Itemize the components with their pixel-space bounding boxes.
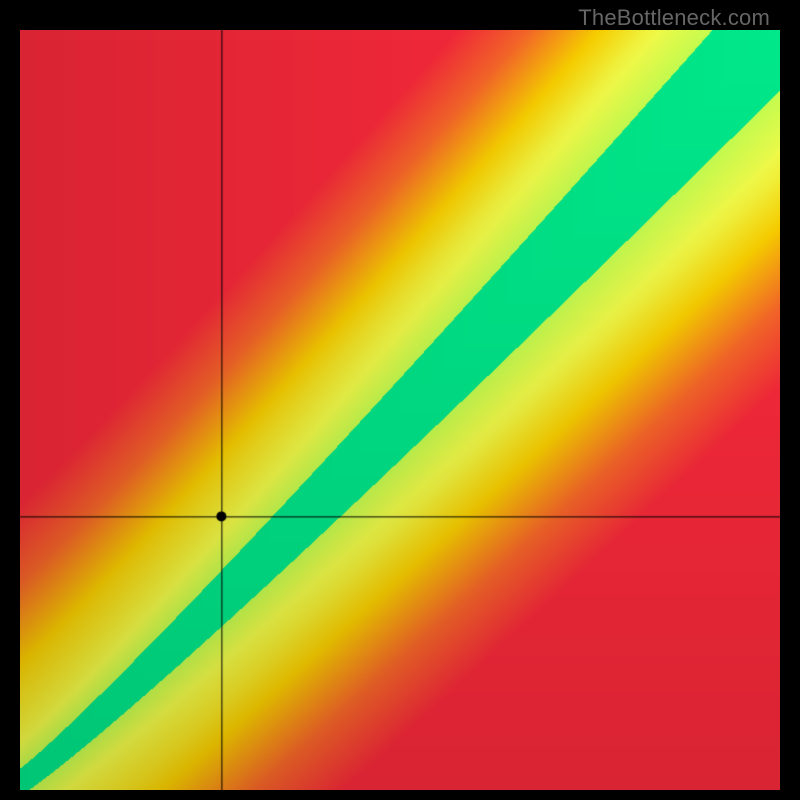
plot-area [20, 30, 780, 790]
chart-container: TheBottleneck.com [0, 0, 800, 800]
watermark-text: TheBottleneck.com [578, 5, 770, 31]
heatmap-canvas [20, 30, 780, 790]
